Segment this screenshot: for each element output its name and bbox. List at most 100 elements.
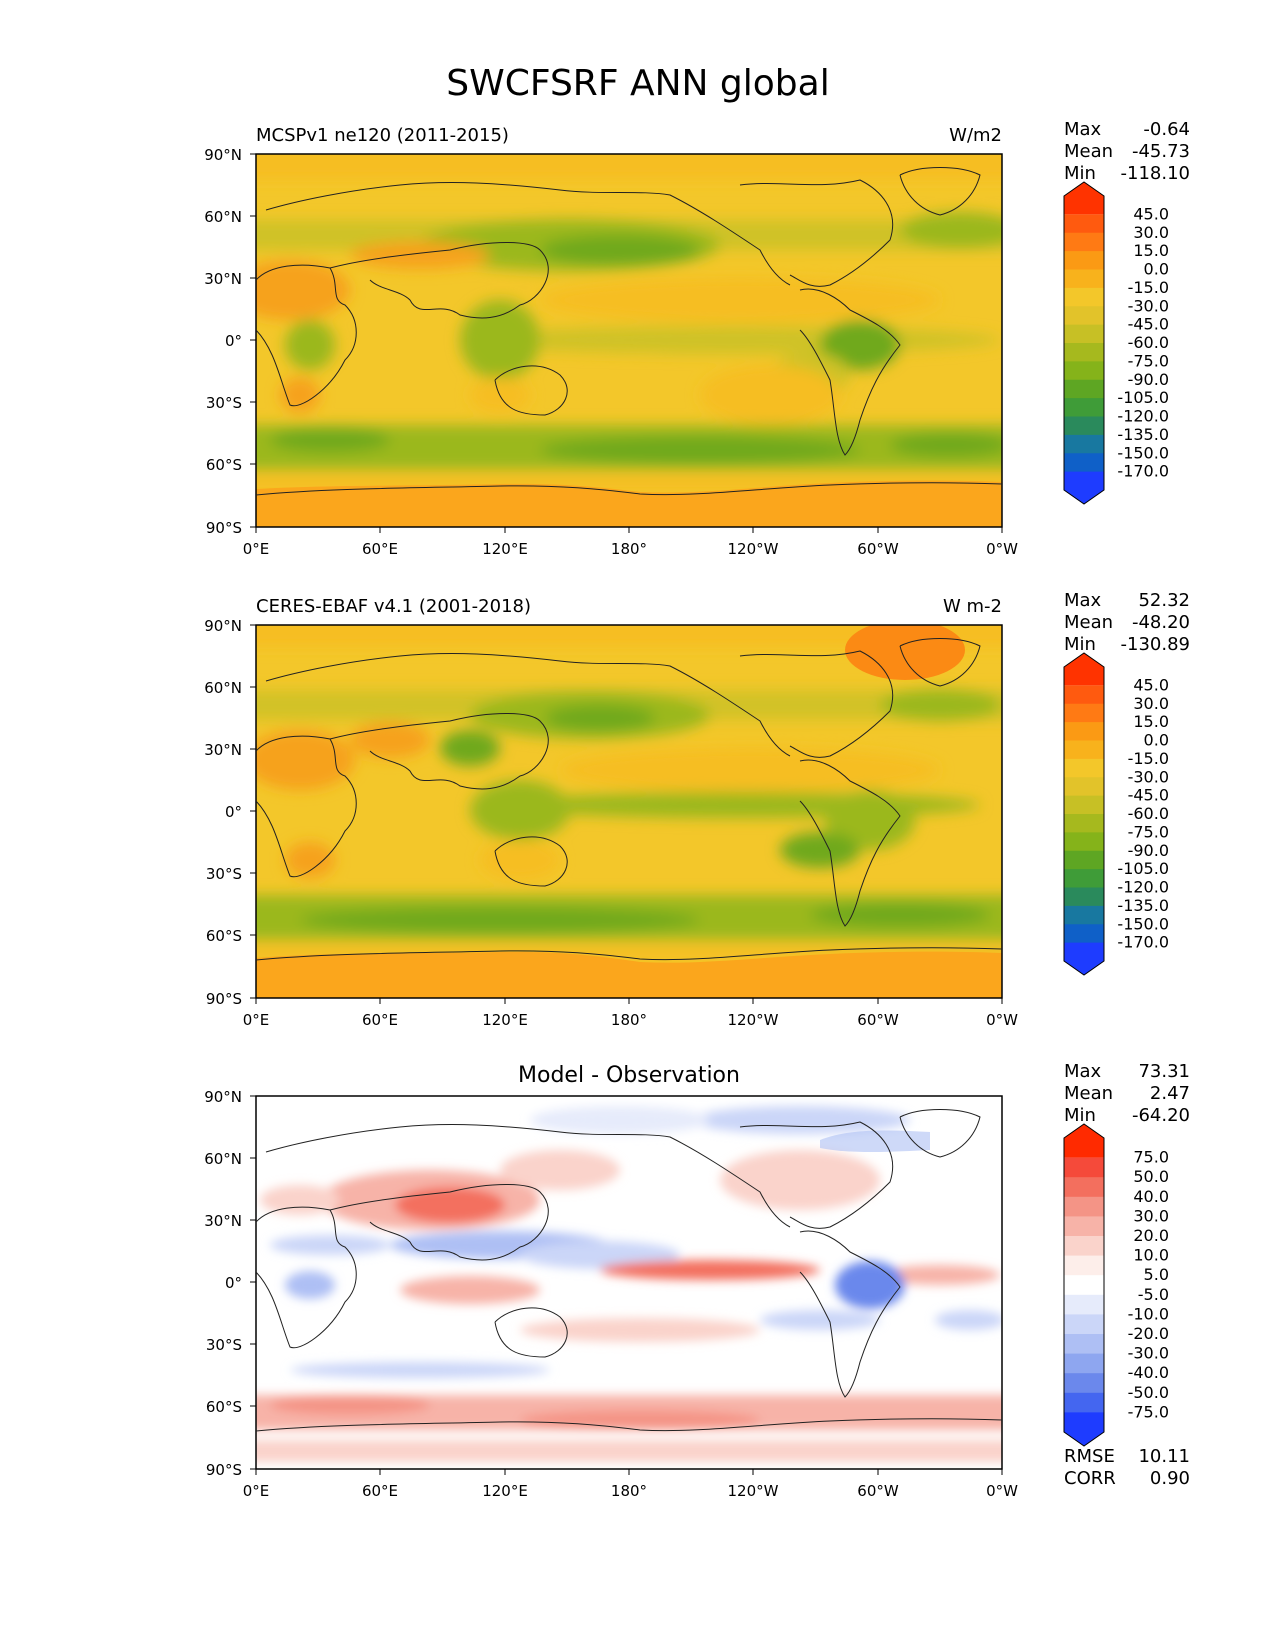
- lat-tick-60n: 60°N: [204, 208, 256, 226]
- colorbar-tick-label: -15.0: [1128, 278, 1169, 297]
- svg-text:30°S: 30°S: [206, 394, 242, 412]
- colorbar-tick-label: 0.0: [1144, 260, 1169, 279]
- colorbar-tick-label: -75.0: [1128, 351, 1169, 370]
- colorbar-tick-label: -5.0: [1138, 1285, 1169, 1304]
- stat-min-label: Min: [1064, 634, 1096, 655]
- colorbar-tick-label: 45.0: [1133, 204, 1169, 223]
- colorbar-outline: [1063, 181, 1105, 505]
- lon-tick-60e: 60°E: [362, 1469, 398, 1500]
- colorbar-swatch: [1064, 869, 1104, 888]
- lat-tick-90s: 90°S: [206, 519, 256, 537]
- lat-tick-0: 0°: [225, 1274, 256, 1292]
- colorbar-tick-label: 30.0: [1133, 223, 1169, 242]
- lon-tick-180: 180°: [611, 527, 647, 558]
- lon-tick-0e: 0°E: [243, 527, 270, 558]
- figure-title: SWCFSRF ANN global: [446, 63, 829, 104]
- colorbar-tick-label: -170.0: [1117, 933, 1169, 952]
- svg-text:120°W: 120°W: [728, 540, 779, 558]
- colorbar-observation: 45.030.015.00.0-15.0-30.0-45.0-60.0-75.0…: [1063, 652, 1169, 976]
- stat-mean-label: Mean: [1064, 1083, 1113, 1104]
- lon-tick-120w: 120°W: [728, 527, 779, 558]
- lon-tick-180: 180°: [611, 1469, 647, 1500]
- svg-text:60°S: 60°S: [206, 1398, 242, 1416]
- svg-text:0°: 0°: [225, 803, 242, 821]
- svg-text:60°W: 60°W: [857, 1011, 899, 1029]
- svg-text:0°E: 0°E: [243, 540, 270, 558]
- colorbar-swatch: [1064, 722, 1104, 741]
- lat-tick-30n: 30°N: [204, 741, 256, 759]
- stat-min-value: -130.89: [1121, 634, 1190, 655]
- svg-text:120°W: 120°W: [728, 1011, 779, 1029]
- colorbar-swatch: [1064, 1412, 1104, 1446]
- lon-tick-120w: 120°W: [728, 998, 779, 1029]
- colorbar-tick-label: 50.0: [1133, 1167, 1169, 1186]
- colorbar-swatch: [1064, 1157, 1104, 1178]
- colorbar-swatch: [1064, 1353, 1104, 1374]
- lon-tick-120e: 120°E: [482, 1469, 528, 1500]
- lat-tick-30s: 30°S: [206, 1336, 256, 1354]
- colorbar-tick-label: -135.0: [1117, 896, 1169, 915]
- panel-observation: CERES-EBAF v4.1 (2001-2018) W m-2: [204, 590, 1190, 1029]
- map-difference-y-axis: 90°N 60°N 30°N 0° 30°S 60°S 90°S: [204, 1088, 256, 1479]
- colorbar-swatch: [1064, 1177, 1104, 1198]
- svg-text:0°E: 0°E: [243, 1011, 270, 1029]
- colorbar-swatch: [1064, 182, 1104, 215]
- svg-text:60°W: 60°W: [857, 540, 899, 558]
- svg-text:0°: 0°: [225, 332, 242, 350]
- stat-mean-label: Mean: [1064, 612, 1113, 633]
- stat-max-value: -0.64: [1143, 119, 1190, 140]
- lat-tick-60s: 60°S: [206, 1398, 256, 1416]
- colorbar-swatch: [1064, 1373, 1104, 1394]
- svg-text:30°N: 30°N: [204, 1212, 242, 1230]
- colorbar-tick-label: -75.0: [1128, 822, 1169, 841]
- lon-tick-0e: 0°E: [243, 1469, 270, 1500]
- svg-text:180°: 180°: [611, 1482, 647, 1500]
- stat-max-label: Max: [1064, 590, 1102, 611]
- colorbar-swatch: [1064, 416, 1104, 436]
- lat-tick-90n: 90°N: [204, 617, 256, 635]
- stat-max-label: Max: [1064, 1061, 1102, 1082]
- map-observation: [256, 625, 1002, 998]
- lat-tick-30n: 30°N: [204, 270, 256, 288]
- lon-tick-120w: 120°W: [728, 1469, 779, 1500]
- colorbar-swatch: [1064, 287, 1104, 307]
- svg-text:60°E: 60°E: [362, 540, 398, 558]
- colorbar-swatch: [1064, 1196, 1104, 1217]
- panel-model: MCSPv1 ne120 (2011-2015) W/m2: [204, 119, 1190, 558]
- panel-observation-right-title: W m-2: [943, 596, 1002, 617]
- svg-text:0°E: 0°E: [243, 1482, 270, 1500]
- svg-text:0°: 0°: [225, 1274, 242, 1292]
- stat-rmse-value: 10.11: [1138, 1446, 1190, 1467]
- colorbar-tick-label: -90.0: [1128, 841, 1169, 860]
- svg-text:0°W: 0°W: [986, 540, 1018, 558]
- stat-min-label: Min: [1064, 163, 1096, 184]
- panel-model-stats: Max -0.64 Mean -45.73 Min -118.10: [1064, 119, 1190, 184]
- stat-mean-value: -48.20: [1132, 612, 1190, 633]
- svg-text:120°E: 120°E: [482, 1482, 528, 1500]
- colorbar-tick-label: 0.0: [1144, 731, 1169, 750]
- colorbar-tick-label: 40.0: [1133, 1187, 1169, 1206]
- stat-max-label: Max: [1064, 119, 1102, 140]
- colorbar-swatch: [1064, 1392, 1104, 1413]
- svg-text:90°N: 90°N: [204, 1088, 242, 1106]
- lon-tick-60w: 60°W: [857, 1469, 899, 1500]
- svg-text:90°N: 90°N: [204, 146, 242, 164]
- colorbar-tick-label: -75.0: [1128, 1402, 1169, 1421]
- stat-min-value: -118.10: [1121, 163, 1190, 184]
- coastlines-observation: [256, 638, 1002, 961]
- lat-tick-30s: 30°S: [206, 865, 256, 883]
- stat-max-value: 73.31: [1138, 1061, 1190, 1082]
- colorbar-swatch: [1064, 324, 1104, 344]
- svg-text:0°W: 0°W: [986, 1011, 1018, 1029]
- colorbar-swatch: [1064, 1124, 1104, 1158]
- colorbar-tick-label: 5.0: [1144, 1265, 1169, 1284]
- svg-text:90°S: 90°S: [206, 519, 242, 537]
- colorbar-swatch: [1064, 306, 1104, 326]
- panel-difference: Model - Observation: [204, 1061, 1190, 1500]
- map-model: [256, 154, 1002, 527]
- lon-tick-120e: 120°E: [482, 527, 528, 558]
- panel-model-left-title: MCSPv1 ne120 (2011-2015): [256, 125, 509, 146]
- lon-tick-60w: 60°W: [857, 527, 899, 558]
- stat-corr-value: 0.90: [1150, 1468, 1190, 1489]
- colorbar-tick-label: -105.0: [1117, 859, 1169, 878]
